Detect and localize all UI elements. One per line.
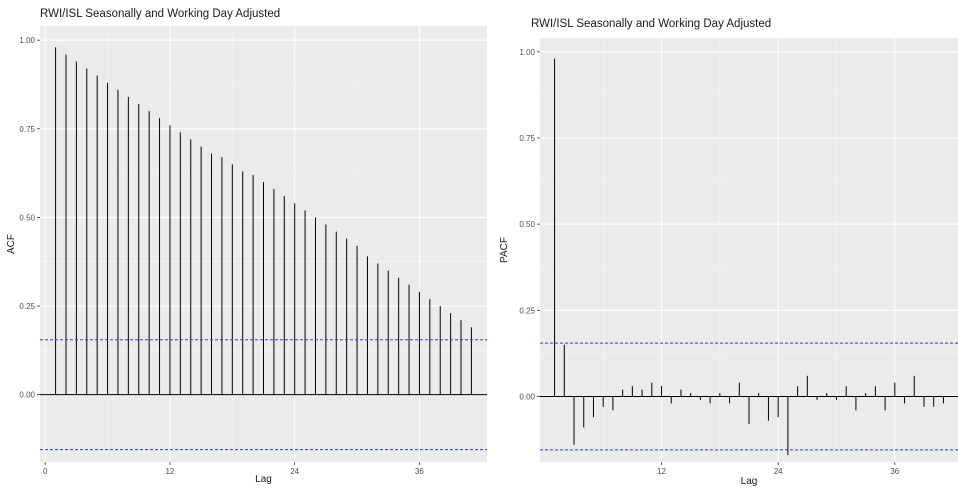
y-axis-label: PACF xyxy=(499,237,510,263)
y-tick-label: 0.25 xyxy=(19,302,35,311)
x-tick-label: 12 xyxy=(657,467,666,476)
x-tick-label: 24 xyxy=(290,467,299,476)
y-tick-label: 0.75 xyxy=(519,134,535,143)
chart-title: RWI/ISL Seasonally and Working Day Adjus… xyxy=(531,18,771,30)
y-tick-label: 1.00 xyxy=(519,48,535,57)
y-tick-label: 0.00 xyxy=(519,393,535,402)
x-axis-label: Lag xyxy=(255,474,272,485)
x-tick-label: 24 xyxy=(774,467,783,476)
y-tick-label: 0.00 xyxy=(19,391,35,400)
x-tick-label: 12 xyxy=(165,467,174,476)
y-tick-label: 0.50 xyxy=(519,220,535,229)
x-tick-label: 0 xyxy=(43,467,48,476)
x-tick-label: 36 xyxy=(415,467,424,476)
plot-background xyxy=(540,38,958,462)
x-axis-label: Lag xyxy=(741,476,758,487)
y-tick-label: 1.00 xyxy=(19,36,35,45)
chart-panel-acf: 0.00 0.25 0.50 0.75 1.00 0 12 24 36 RWI/ISL Seaso… xyxy=(6,8,487,485)
y-tick-label: 0.75 xyxy=(19,125,35,134)
y-axis-label: ACF xyxy=(6,234,17,254)
y-tick-label: 0.50 xyxy=(19,213,35,222)
x-tick-label: 36 xyxy=(890,467,899,476)
y-tick-label: 0.25 xyxy=(519,306,535,315)
chart-title: RWI/ISL Seasonally and Working Day Adjus… xyxy=(40,8,280,20)
chart-panel-pacf: 0.00 0.25 0.50 0.75 1.00 12 24 36 RWI/ISL Season… xyxy=(499,18,958,487)
